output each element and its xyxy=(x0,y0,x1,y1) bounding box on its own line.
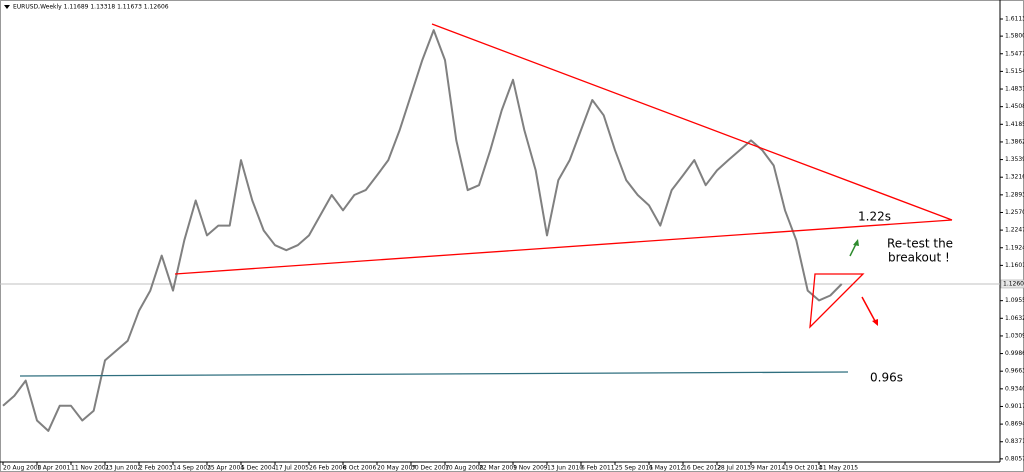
x-tick-label: 31 May 2015 xyxy=(819,465,858,472)
chart-title: EURUSD,Weekly 1.11689 1.13318 1.11673 1.… xyxy=(13,4,169,11)
y-tick-label: 1.41850 xyxy=(1005,121,1024,128)
menu-icon xyxy=(4,5,10,9)
trendline xyxy=(174,219,953,275)
x-tick-label: 17 Jul 2005 xyxy=(275,465,309,472)
x-tick-label: 1 Apr 2001 xyxy=(37,465,70,472)
y-tick-label: 1.09550 xyxy=(1005,297,1024,304)
y-tick-label: 1.54770 xyxy=(1005,50,1024,57)
y-tick-label: 0.93400 xyxy=(1005,385,1024,392)
x-tick-label: 19 Oct 2014 xyxy=(785,465,822,472)
price-tag-label: 1.12606 xyxy=(1003,280,1024,287)
y-tick-label: 0.99860 xyxy=(1005,350,1024,357)
x-tick-label: 8 Oct 2006 xyxy=(343,465,376,472)
x-tick-label: 6 Feb 2011 xyxy=(581,465,615,472)
y-tick-label: 0.86940 xyxy=(1005,421,1024,428)
x-tick-label: 22 Mar 2009 xyxy=(479,465,517,472)
y-tick-label: 1.45080 xyxy=(1005,103,1024,110)
y-tick-label: 1.28930 xyxy=(1005,191,1024,198)
trendline xyxy=(431,23,953,221)
x-tick-label: 20 May 2007 xyxy=(377,465,416,472)
y-tick-label: 1.61135 xyxy=(1005,16,1024,23)
x-tick-label: 10 Aug 2008 xyxy=(445,465,484,472)
annotation: breakout ! xyxy=(888,251,950,265)
y-tick-label: 1.03090 xyxy=(1005,332,1024,339)
x-tick-label: 13 Jun 2010 xyxy=(547,465,583,472)
y-tick-label: 1.51540 xyxy=(1005,68,1024,75)
x-tick-label: 1 Nov 2009 xyxy=(513,465,548,472)
x-tick-label: 25 Sep 2011 xyxy=(615,465,653,472)
x-tick-label: 11 Nov 2001 xyxy=(71,465,110,472)
annotation: 0.96s xyxy=(870,371,903,385)
triangle xyxy=(809,273,865,329)
support-line xyxy=(19,371,849,377)
y-tick-label: 0.90170 xyxy=(1005,403,1024,410)
price-line-series xyxy=(2,29,843,432)
x-tick-label: 2 Feb 2003 xyxy=(139,465,173,472)
price-tag xyxy=(1000,279,1024,289)
y-tick-label: 0.83710 xyxy=(1005,438,1024,445)
y-tick-label: 1.25700 xyxy=(1005,209,1024,216)
x-tick-label: 9 Mar 2014 xyxy=(751,465,785,472)
y-tick-label: 0.80575 xyxy=(1005,455,1024,462)
y-tick-label: 1.22470 xyxy=(1005,227,1024,234)
x-tick-label: 20 Aug 2000 xyxy=(3,465,42,472)
x-tick-label: 23 Jun 2002 xyxy=(105,465,141,472)
arrow-head xyxy=(872,319,878,326)
annotation: Re-test the xyxy=(887,237,953,251)
annotation: 1.22s xyxy=(858,210,891,224)
y-tick-label: 1.38620 xyxy=(1005,138,1024,145)
x-tick-label: 28 Jul 2013 xyxy=(717,465,751,472)
x-tick-label: 14 Sep 2003 xyxy=(173,465,211,472)
arrow-head xyxy=(853,239,859,246)
y-tick-label: 1.19240 xyxy=(1005,244,1024,251)
x-tick-label: 5 Dec 2004 xyxy=(241,465,276,472)
y-tick-label: 1.48310 xyxy=(1005,86,1024,93)
arrow-down xyxy=(861,296,876,322)
x-tick-label: 16 Dec 2012 xyxy=(683,465,722,472)
y-tick-label: 1.35390 xyxy=(1005,156,1024,163)
y-tick-label: 1.06320 xyxy=(1005,315,1024,322)
x-tick-label: 26 Feb 2006 xyxy=(309,465,347,472)
y-tick-label: 0.96630 xyxy=(1005,368,1024,375)
x-tick-label: 25 Apr 2004 xyxy=(207,465,244,472)
y-tick-label: 1.16010 xyxy=(1005,262,1024,269)
x-tick-label: 30 Dec 2007 xyxy=(411,465,450,472)
y-tick-label: 1.58000 xyxy=(1005,33,1024,40)
x-tick-label: 6 May 2012 xyxy=(649,465,684,472)
y-tick-label: 1.32160 xyxy=(1005,174,1024,181)
